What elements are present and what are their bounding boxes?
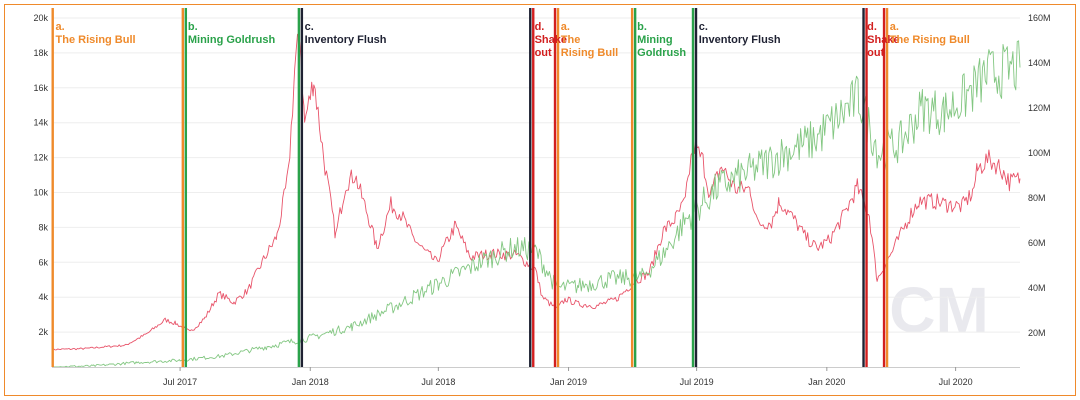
y-right-tick-label: 120M — [1028, 103, 1051, 113]
x-tick-label: Jul 2018 — [421, 377, 455, 387]
y-left-tick-label: 2k — [38, 327, 48, 337]
phase-label-line: Inventory Flush — [305, 34, 387, 46]
x-tick-label: Jul 2019 — [680, 377, 714, 387]
x-tick-label: Jul 2020 — [939, 377, 973, 387]
phase-label: a. The Rising Bull — [561, 21, 618, 59]
phase-label-line: a. — [561, 21, 570, 33]
y-left-tick-label: 10k — [33, 188, 48, 198]
phase-label-line: a. — [890, 21, 899, 33]
phase-label: c. Inventory Flush — [305, 21, 387, 46]
watermark-logo: CM — [889, 274, 989, 346]
phase-label-line: Mining — [637, 34, 672, 46]
phase-label-line: b. — [637, 21, 647, 33]
phase-label: a. The Rising Bull — [56, 21, 136, 46]
phase-label: d. Shake out — [867, 21, 899, 59]
price-series-line — [51, 33, 1021, 351]
grid-layer — [52, 17, 1020, 333]
y-right-tick-label: 80M — [1028, 193, 1046, 203]
x-tick-label: Jan 2020 — [808, 377, 845, 387]
phase-label: b. Mining Goldrush — [188, 21, 276, 46]
phase-label-line: Rising Bull — [561, 47, 618, 59]
phase-label-line: Goldrush — [637, 47, 686, 59]
phase-label: d. Shake out — [535, 21, 567, 59]
phase-label-line: out — [535, 47, 552, 59]
phase-label-line: d. — [535, 21, 545, 33]
y-right-tick-label: 60M — [1028, 238, 1046, 248]
network-series-line — [51, 40, 1021, 368]
y-right-tick-label: 40M — [1028, 283, 1046, 293]
axis-layer: 2k 4k 6k 8k 10k 12k 14k 16k 18k 20k 20M 40M 60M 80M 10… — [33, 13, 1050, 387]
y-left-tick-label: 16k — [33, 83, 48, 93]
y-left-tick-label: 12k — [33, 153, 48, 163]
x-tick-label: Jan 2018 — [292, 377, 329, 387]
phase-label-line: The Rising Bull — [890, 34, 970, 46]
y-left-tick-label: 20k — [33, 13, 48, 23]
phase-label-line: c. — [699, 21, 708, 33]
phase-label-line: The — [561, 34, 581, 46]
y-left-tick-label: 6k — [38, 257, 48, 267]
x-tick-label: Jul 2017 — [163, 377, 197, 387]
y-left-tick-label: 8k — [38, 222, 48, 232]
y-left-tick-label: 14k — [33, 118, 48, 128]
phase-marker-layer — [51, 8, 889, 367]
phase-label-line: b. — [188, 21, 198, 33]
y-right-tick-label: 160M — [1028, 13, 1051, 23]
phase-label-line: c. — [305, 21, 314, 33]
phase-label-line: The Rising Bull — [56, 34, 136, 46]
y-right-tick-label: 140M — [1028, 58, 1051, 68]
y-left-tick-label: 4k — [38, 292, 48, 302]
series-layer — [51, 33, 1021, 368]
phase-label-line: out — [867, 47, 884, 59]
y-right-tick-label: 100M — [1028, 148, 1051, 158]
phase-label-line: d. — [867, 21, 877, 33]
chart-container: CM a. The Rising Bull b. Mining Goldrush c. I… — [4, 4, 1076, 396]
phase-label-line: Shake — [535, 34, 567, 46]
x-tick-label: Jan 2019 — [550, 377, 587, 387]
phase-label-line: a. — [56, 21, 65, 33]
phase-label-line: Shake — [867, 34, 899, 46]
phase-label-line: Mining Goldrush — [188, 34, 276, 46]
phase-label: b. Mining Goldrush — [637, 21, 686, 59]
phase-label: a. The Rising Bull — [890, 21, 970, 46]
phase-label-line: Inventory Flush — [699, 34, 781, 46]
phase-label: c. Inventory Flush — [699, 21, 781, 46]
y-left-tick-label: 18k — [33, 48, 48, 58]
y-right-tick-label: 20M — [1028, 328, 1046, 338]
